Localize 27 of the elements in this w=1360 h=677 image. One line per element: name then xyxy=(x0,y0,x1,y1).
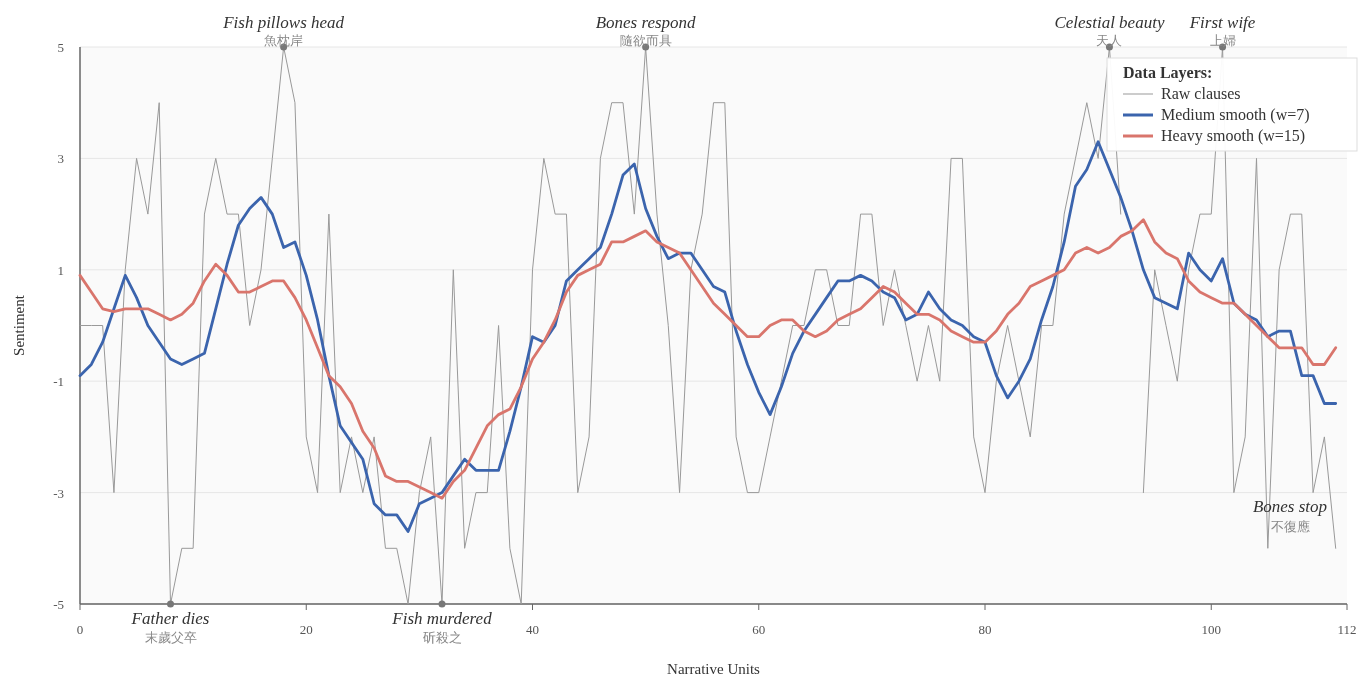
line-series xyxy=(78,218,1338,500)
x-tick-label: 40 xyxy=(526,622,539,637)
y-tick-label: 5 xyxy=(57,40,64,55)
x-tick-label: 80 xyxy=(978,622,992,637)
y-axis-title: Sentiment xyxy=(11,294,27,356)
annotation: Fish murdered 斫殺之 xyxy=(391,609,493,645)
legend-title: Data Layers: xyxy=(1123,64,1213,82)
x-tick-label: 0 xyxy=(76,622,84,637)
annotation: Bones respond 隨欲而具 xyxy=(595,13,697,48)
annotation: Father dies 末歲父卒 xyxy=(130,609,210,645)
legend-label: Raw clauses xyxy=(1161,85,1241,102)
x-tick-label: 112 xyxy=(1337,622,1357,637)
y-tick-label: -5 xyxy=(53,597,64,612)
annotation: Bones stop 不復應 xyxy=(1252,497,1328,534)
y-tick-label: 1 xyxy=(57,262,64,278)
x-tick-label: 100 xyxy=(1201,622,1221,637)
y-tick-label: -3 xyxy=(53,485,64,501)
x-axis-title: Narrative Units xyxy=(667,661,761,677)
annotation: First wife 上婦 xyxy=(1188,13,1256,48)
legend-label: Medium smooth (w=7) xyxy=(1161,106,1310,124)
x-tick-label: 20 xyxy=(299,622,313,637)
annotation: Celestial beauty 天人 xyxy=(1054,13,1165,48)
annotation: Fish pillows head 魚枕岸 xyxy=(222,13,345,48)
y-tick-label: 3 xyxy=(57,151,64,167)
y-tick-label: -1 xyxy=(53,374,64,390)
legend-label: Heavy smooth (w=15) xyxy=(1161,127,1306,145)
x-tick-label: 60 xyxy=(752,622,766,637)
